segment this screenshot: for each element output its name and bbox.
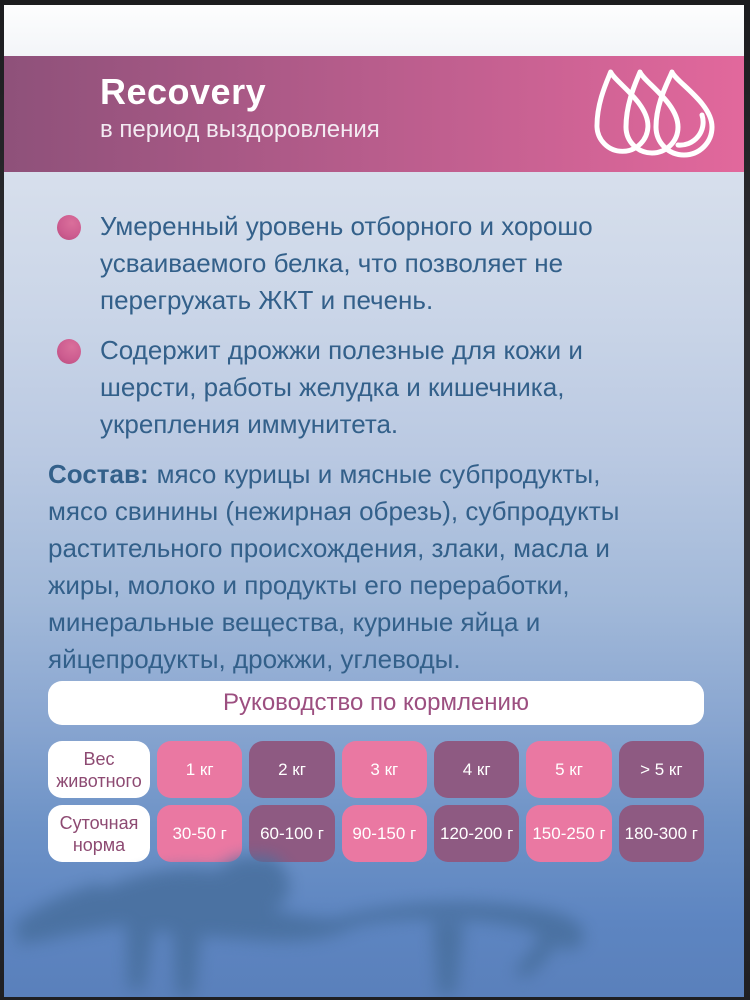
table-cell-weight: 1 кг xyxy=(157,741,243,798)
feeding-guide-title-box: Руководство по кормлению xyxy=(48,681,704,725)
bullet-dot xyxy=(57,339,81,364)
table-cell-norm: 180-300 г xyxy=(618,805,704,862)
header-text: Recovery в период выздоровления xyxy=(100,72,380,144)
product-card: Recovery в период выздоровления Умеренны… xyxy=(4,5,744,997)
table-cell-norm: 90-150 г xyxy=(341,805,427,862)
bullet-dot xyxy=(57,215,81,240)
header-band: Recovery в период выздоровления xyxy=(4,56,744,172)
table-cell-weight: 5 кг xyxy=(526,741,612,798)
table-cell-norm: 120-200 г xyxy=(434,805,520,862)
table-row-label: Вес животного xyxy=(48,741,150,798)
table-cell-norm: 60-100 г xyxy=(249,805,335,862)
table-cell-norm: 30-50 г xyxy=(157,805,243,862)
droplets-icon xyxy=(594,69,715,158)
composition-label: Состав: xyxy=(48,459,149,489)
product-title: Recovery xyxy=(100,71,267,112)
table-cell-weight: 2 кг xyxy=(249,741,335,798)
top-strip xyxy=(4,5,744,56)
feeding-table: Вес животного 1 кг 2 кг 3 кг 4 кг 5 кг >… xyxy=(48,741,704,862)
table-cell-weight: 4 кг xyxy=(434,741,520,798)
table-cell-weight: 3 кг xyxy=(341,741,427,798)
dog-silhouette xyxy=(14,857,585,997)
content-area: Умеренный уровень отборного и хорошо усв… xyxy=(4,172,744,997)
feeding-guide-title: Руководство по кормлению xyxy=(223,689,529,716)
composition-text: мясо курицы и мясные субпродукты, мясо с… xyxy=(48,459,620,674)
list-item: Содержит дрожжи полезные для кожи и шерс… xyxy=(57,332,714,443)
composition: Состав: мясо курицы и мясные субпродукты,… xyxy=(48,456,714,678)
table-row-label: Суточная норма xyxy=(48,805,150,862)
feature-text: Содержит дрожжи полезные для кожи и шерс… xyxy=(100,335,583,439)
product-subtitle: в период выздоровления xyxy=(100,116,380,143)
feature-list: Умеренный уровень отборного и хорошо усв… xyxy=(4,172,744,443)
table-cell-weight: > 5 кг xyxy=(618,741,704,798)
list-item: Умеренный уровень отборного и хорошо усв… xyxy=(57,208,714,319)
table-cell-norm: 150-250 г xyxy=(526,805,612,862)
feature-text: Умеренный уровень отборного и хорошо усв… xyxy=(100,211,593,315)
